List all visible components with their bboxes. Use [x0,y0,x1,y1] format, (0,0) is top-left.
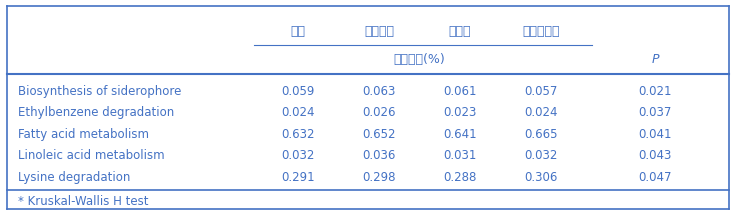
Text: 광대나물: 광대나물 [364,25,394,38]
Text: * Kruskal-Wallis H test: * Kruskal-Wallis H test [18,195,149,207]
Text: 0.288: 0.288 [443,171,477,184]
Text: P: P [651,53,659,66]
Text: 0.024: 0.024 [524,106,558,119]
Text: 0.665: 0.665 [524,128,558,141]
Text: 0.043: 0.043 [638,149,672,162]
Text: 0.047: 0.047 [638,171,672,184]
Text: Ethylbenzene degradation: Ethylbenzene degradation [18,106,174,119]
Text: 0.061: 0.061 [443,85,477,98]
Text: Lysine degradation: Lysine degradation [18,171,131,184]
Text: 0.641: 0.641 [443,128,477,141]
Text: 0.041: 0.041 [638,128,672,141]
Text: 서양민들레: 서양민들레 [523,25,559,38]
Text: 0.057: 0.057 [524,85,558,98]
Text: 0.026: 0.026 [362,106,396,119]
Text: 0.059: 0.059 [281,85,315,98]
Text: 0.023: 0.023 [443,106,477,119]
Text: 0.291: 0.291 [281,171,315,184]
Text: 0.036: 0.036 [362,149,396,162]
Text: 0.024: 0.024 [281,106,315,119]
Text: 냉이: 냉이 [291,25,305,38]
Text: Linoleic acid metabolism: Linoleic acid metabolism [18,149,165,162]
Text: 0.021: 0.021 [638,85,672,98]
Text: 0.652: 0.652 [362,128,396,141]
Text: 지칭개: 지칭개 [449,25,471,38]
Text: 0.032: 0.032 [524,149,558,162]
Text: Biosynthesis of siderophore: Biosynthesis of siderophore [18,85,182,98]
Text: 상대밀도(%): 상대밀도(%) [394,53,445,66]
Text: 0.031: 0.031 [443,149,477,162]
Text: 0.306: 0.306 [524,171,558,184]
Text: Fatty acid metabolism: Fatty acid metabolism [18,128,149,141]
Text: 0.037: 0.037 [638,106,672,119]
Text: 0.063: 0.063 [362,85,396,98]
Text: 0.298: 0.298 [362,171,396,184]
Text: 0.632: 0.632 [281,128,315,141]
Text: 0.032: 0.032 [281,149,315,162]
